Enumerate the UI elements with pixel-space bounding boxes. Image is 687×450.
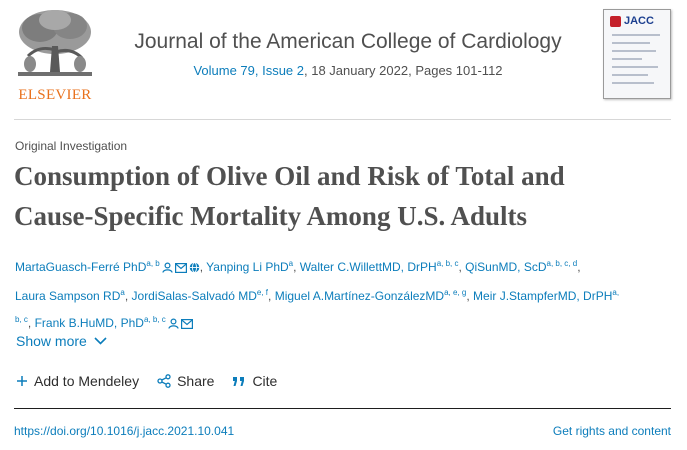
chevron-down-icon	[94, 337, 107, 345]
title-line: Consumption of Olive Oil and Risk of Tot…	[14, 161, 565, 191]
show-more-label: Show more	[16, 333, 87, 349]
envelope-icon[interactable]	[180, 314, 193, 337]
jacc-mark-icon	[610, 16, 621, 27]
issue-date-pages: , 18 January 2022, Pages 101-112	[304, 63, 503, 78]
author-link[interactable]: Meir J.StampferMD, DrPH	[473, 289, 613, 303]
tree-logo-icon	[12, 6, 98, 84]
author-affiliation[interactable]: a, b, c	[143, 315, 166, 324]
author-link[interactable]: Walter C.WillettMD, DrPH	[299, 260, 437, 274]
article-type: Original Investigation	[15, 139, 128, 153]
cover-title: JACC	[624, 15, 654, 27]
author-line: MartaGuasch-Ferré PhDa, b, Yanping Li Ph…	[15, 252, 675, 281]
author-line: Laura Sampson RD a, JordiSalas-Salvadó MD…	[15, 288, 620, 303]
show-more-button[interactable]: Show more	[16, 333, 107, 349]
cite-label: Cite	[252, 373, 278, 389]
author-affiliation[interactable]: a, b, c, d	[546, 259, 578, 268]
author-affiliation[interactable]: a, b	[146, 259, 160, 268]
envelope-icon[interactable]	[174, 258, 187, 281]
author-link[interactable]: Laura Sampson RD	[15, 289, 121, 303]
author-affiliation[interactable]: a	[120, 288, 125, 297]
publisher-name: ELSEVIER	[18, 87, 92, 103]
author-link[interactable]: MartaGuasch-Ferré PhD	[15, 260, 147, 274]
article-title: Consumption of Olive Oil and Risk of Tot…	[14, 156, 674, 236]
author-link[interactable]: Yanping Li PhD	[206, 260, 289, 274]
cover-text-line	[612, 58, 642, 60]
author-line: b, c, Frank B.HuMD, PhDa, b, c	[15, 308, 675, 337]
globe-icon[interactable]	[189, 258, 200, 281]
author-link[interactable]: QiSunMD, ScD	[465, 260, 547, 274]
issue-link[interactable]: Volume 79, Issue 2	[193, 63, 305, 78]
title-line: Cause-Specific Mortality Among U.S. Adul…	[14, 201, 527, 231]
journal-title[interactable]: Journal of the American College of Cardi…	[134, 30, 562, 53]
cover-text-line	[612, 50, 656, 52]
plus-icon	[17, 376, 27, 386]
person-icon[interactable]	[168, 314, 179, 337]
author-affiliation[interactable]: a, b, c	[436, 259, 459, 268]
journal-info: Journal of the American College of Cardi…	[100, 30, 596, 78]
issue-info: Volume 79, Issue 2, 18 January 2022, Pag…	[100, 63, 596, 78]
author-affiliation[interactable]: a,	[612, 288, 620, 297]
add-to-mendeley-label: Add to Mendeley	[34, 373, 140, 389]
share-button[interactable]: Share	[157, 373, 214, 389]
add-to-mendeley-button[interactable]: Add to Mendeley	[16, 373, 139, 389]
actions-divider	[14, 408, 671, 409]
rights-link[interactable]: Get rights and content	[552, 424, 671, 438]
share-label: Share	[177, 373, 215, 389]
cover-text-line	[612, 74, 648, 76]
cover-text-line	[612, 82, 654, 84]
cite-button[interactable]: Cite	[232, 373, 277, 389]
author-affiliation[interactable]: a	[288, 259, 294, 268]
author-link[interactable]: JordiSalas-Salvadó MD	[131, 289, 257, 303]
author-link[interactable]: Frank B.HuMD, PhD	[34, 316, 144, 330]
journal-cover-thumbnail[interactable]: JACC	[603, 9, 671, 99]
person-icon[interactable]	[162, 258, 173, 281]
doi-link[interactable]: https://doi.org/10.1016/j.jacc.2021.10.0…	[14, 424, 235, 438]
quote-icon	[233, 376, 245, 386]
elsevier-logo[interactable]: ELSEVIER	[12, 6, 98, 104]
cover-text-line	[612, 34, 660, 36]
author-affiliation[interactable]: b, c	[15, 315, 28, 324]
cover-text-line	[612, 66, 658, 68]
cover-text-line	[612, 42, 650, 44]
journal-header: ELSEVIER Journal of the American College…	[0, 0, 687, 112]
author-affiliation[interactable]: a, e, g	[444, 288, 467, 297]
article-actions: Add to Mendeley Share Cite	[16, 373, 295, 389]
author-link[interactable]: Miguel A.Martínez-GonzálezMD	[274, 289, 445, 303]
share-icon	[157, 374, 171, 388]
header-divider	[14, 119, 671, 120]
author-list: MartaGuasch-Ferré PhDa, b, Yanping Li Ph…	[15, 252, 675, 337]
author-affiliation[interactable]: e, f	[256, 288, 269, 297]
